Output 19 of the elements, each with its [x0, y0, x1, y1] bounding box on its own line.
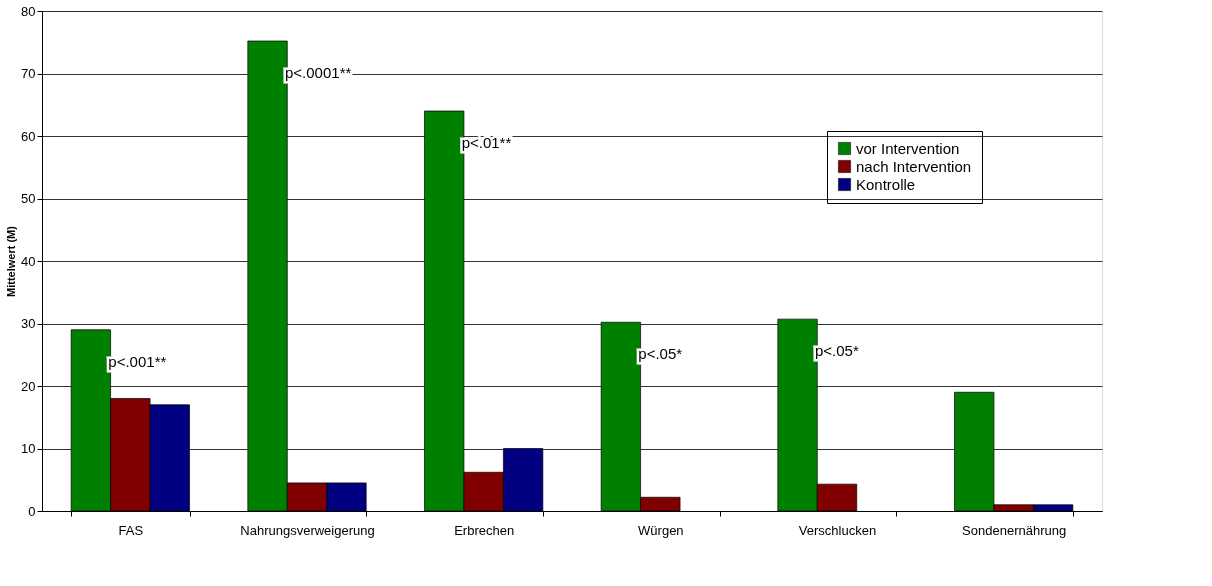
legend-label: Kontrolle: [856, 175, 916, 193]
legend-label: vor Intervention: [856, 139, 960, 157]
y-tick-label: 30: [21, 316, 36, 331]
y-axis-title: Mittelwert (M): [5, 225, 18, 297]
y-tick-label: 60: [21, 128, 36, 144]
y-tick-label: 10: [21, 441, 36, 456]
x-tick-label: Nahrungsverweigerung: [240, 522, 375, 538]
y-tick-label: 0: [28, 503, 36, 519]
x-tick-label: Sondenernährung: [962, 522, 1067, 538]
y-tick-label: 50: [21, 191, 36, 206]
y-tick-label: 40: [21, 253, 36, 269]
y-tick-label: 20: [21, 378, 36, 394]
y-tick-label: 80: [21, 3, 36, 19]
x-tick-label: FAS: [118, 522, 144, 538]
legend-label: nach Intervention: [856, 157, 972, 175]
y-tick-label: 70: [21, 66, 36, 81]
x-tick-label: Verschlucken: [798, 522, 877, 538]
x-tick-label: Erbrechen: [454, 522, 515, 538]
x-tick-label: Würgen: [638, 522, 684, 538]
